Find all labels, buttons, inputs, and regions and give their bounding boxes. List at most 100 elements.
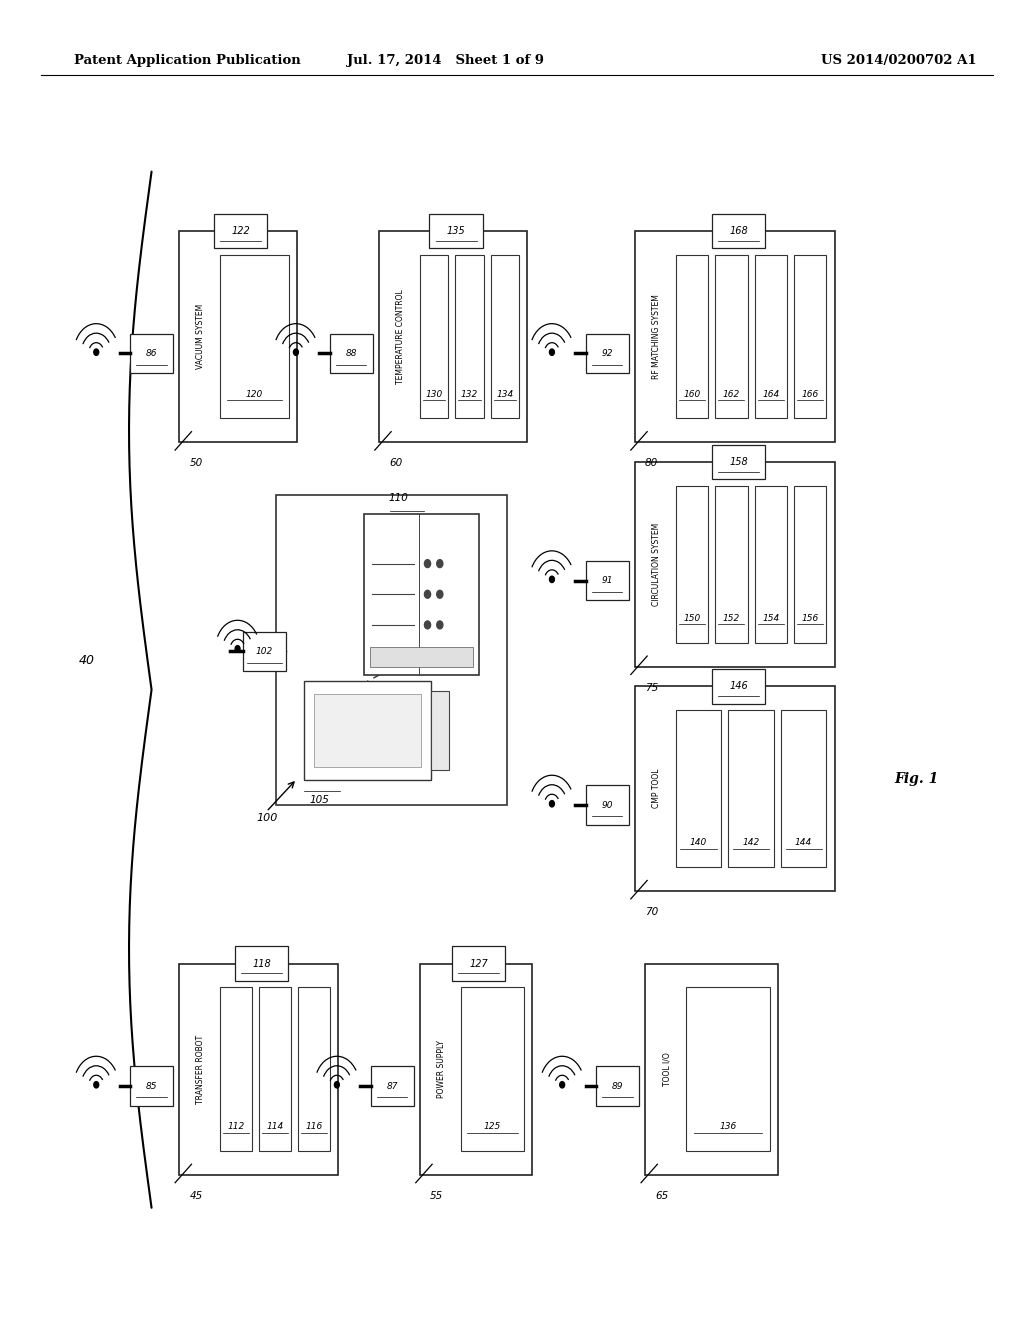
Text: 88: 88 <box>345 348 357 358</box>
Text: 152: 152 <box>723 614 740 623</box>
Text: 55: 55 <box>430 1191 443 1201</box>
Text: 127: 127 <box>469 958 487 969</box>
Bar <box>130 334 173 374</box>
Circle shape <box>236 645 240 652</box>
Text: 160: 160 <box>683 389 700 399</box>
Text: 92: 92 <box>601 348 613 358</box>
Bar <box>686 987 770 1151</box>
Text: 122: 122 <box>231 226 250 236</box>
Bar <box>635 462 835 667</box>
Text: 142: 142 <box>742 838 760 847</box>
Bar <box>220 987 252 1151</box>
Text: 146: 146 <box>729 681 749 692</box>
Text: 105: 105 <box>309 795 329 805</box>
Text: 150: 150 <box>683 614 700 623</box>
Text: 85: 85 <box>145 1081 158 1090</box>
Bar <box>371 1067 414 1106</box>
Bar <box>712 445 765 479</box>
Bar <box>461 987 524 1151</box>
Bar <box>214 214 267 248</box>
Circle shape <box>437 620 443 628</box>
Circle shape <box>550 576 554 582</box>
Bar <box>635 231 835 442</box>
Text: 135: 135 <box>446 226 466 236</box>
Bar <box>298 987 330 1151</box>
Bar <box>676 255 709 418</box>
Bar <box>420 255 449 418</box>
Bar <box>755 255 786 418</box>
Text: 86: 86 <box>145 348 158 358</box>
Bar <box>452 946 505 981</box>
Text: 112: 112 <box>227 1122 245 1131</box>
Circle shape <box>425 652 431 660</box>
Bar <box>781 710 826 867</box>
Bar <box>330 334 373 374</box>
Bar <box>276 495 507 805</box>
Text: CMP TOOL: CMP TOOL <box>652 770 660 808</box>
Bar <box>431 692 450 771</box>
Bar <box>379 231 527 442</box>
Bar <box>728 710 774 867</box>
Bar <box>179 964 338 1175</box>
Bar <box>259 987 291 1151</box>
Text: 134: 134 <box>497 389 514 399</box>
Bar <box>712 669 765 704</box>
Bar <box>596 1067 639 1106</box>
Bar <box>586 561 629 601</box>
Text: 45: 45 <box>189 1191 203 1201</box>
Bar <box>130 1067 173 1106</box>
Text: 140: 140 <box>690 838 708 847</box>
Text: 125: 125 <box>484 1122 501 1131</box>
Text: 60: 60 <box>389 458 402 469</box>
Bar <box>220 255 289 418</box>
Text: 50: 50 <box>189 458 203 469</box>
Circle shape <box>335 1081 339 1088</box>
Text: Jul. 17, 2014   Sheet 1 of 9: Jul. 17, 2014 Sheet 1 of 9 <box>347 54 544 67</box>
Circle shape <box>550 800 554 807</box>
Bar <box>795 486 826 643</box>
Text: 100: 100 <box>256 813 278 824</box>
Text: 70: 70 <box>645 907 658 917</box>
Text: VACUUM SYSTEM: VACUUM SYSTEM <box>197 304 205 370</box>
Bar <box>635 686 835 891</box>
Bar <box>645 964 778 1175</box>
Text: Patent Application Publication: Patent Application Publication <box>74 54 300 67</box>
Circle shape <box>437 652 443 660</box>
Circle shape <box>294 348 298 355</box>
Text: 118: 118 <box>252 958 271 969</box>
Text: 91: 91 <box>601 576 613 585</box>
Bar <box>420 964 532 1175</box>
Bar <box>456 255 483 418</box>
Circle shape <box>94 1081 98 1088</box>
Bar <box>365 513 479 675</box>
Text: 144: 144 <box>795 838 812 847</box>
Text: TOOL I/O: TOOL I/O <box>663 1052 671 1086</box>
Text: 168: 168 <box>729 226 749 236</box>
Text: Fig. 1: Fig. 1 <box>894 772 938 785</box>
Text: 156: 156 <box>802 614 819 623</box>
Text: 89: 89 <box>611 1081 624 1090</box>
Text: RF MATCHING SYSTEM: RF MATCHING SYSTEM <box>652 294 660 379</box>
Circle shape <box>425 590 431 598</box>
Text: TRANSFER ROBOT: TRANSFER ROBOT <box>197 1035 205 1104</box>
Bar <box>304 681 431 780</box>
Bar <box>490 255 519 418</box>
Text: POWER SUPPLY: POWER SUPPLY <box>437 1040 445 1098</box>
Bar <box>676 710 721 867</box>
Circle shape <box>560 1081 564 1088</box>
Text: 65: 65 <box>655 1191 669 1201</box>
Bar <box>586 785 629 825</box>
Text: CIRCULATION SYSTEM: CIRCULATION SYSTEM <box>652 523 660 606</box>
Bar <box>243 631 286 671</box>
Text: 75: 75 <box>645 682 658 693</box>
Text: 164: 164 <box>762 389 779 399</box>
Circle shape <box>425 560 431 568</box>
Bar <box>715 255 748 418</box>
Bar <box>755 486 786 643</box>
Text: 162: 162 <box>723 389 740 399</box>
Text: 130: 130 <box>425 389 442 399</box>
Text: TEMPERATURE CONTROL: TEMPERATURE CONTROL <box>396 289 404 384</box>
Text: 90: 90 <box>601 800 613 809</box>
Text: 116: 116 <box>305 1122 323 1131</box>
Bar <box>715 486 748 643</box>
